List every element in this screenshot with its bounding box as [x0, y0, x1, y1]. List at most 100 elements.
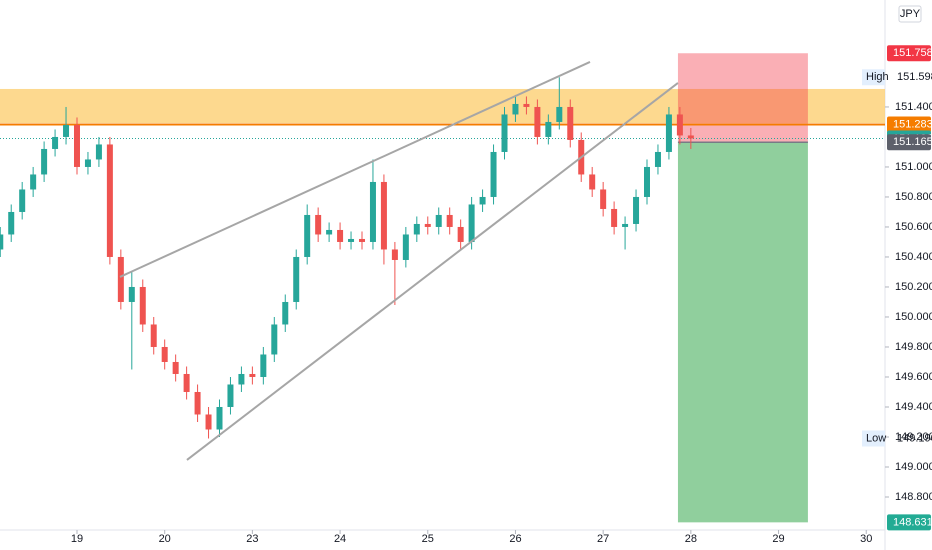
candle-body: [457, 226, 464, 242]
candle-body: [293, 256, 300, 302]
candle-body: [413, 223, 420, 235]
candle-body: [139, 286, 146, 325]
marker-name: High: [866, 71, 889, 83]
price-tag: [887, 116, 931, 133]
candle-body: [249, 373, 256, 377]
y-tick-label: 149.200: [895, 431, 932, 443]
candle-body: [41, 148, 48, 175]
candle-body: [391, 249, 398, 260]
y-tick-label: 149.800: [895, 341, 932, 353]
x-tick-label: 19: [71, 533, 83, 545]
candle-body: [369, 181, 376, 242]
candle-body: [216, 406, 223, 430]
y-tick-label: 149.000: [895, 461, 932, 473]
candle-body: [545, 121, 552, 137]
candle-body: [106, 144, 113, 257]
candle-body: [73, 124, 80, 167]
x-tick-label: 20: [159, 533, 171, 545]
marker-box: [862, 69, 885, 86]
x-tick-label: 28: [685, 533, 697, 545]
candle-body: [622, 223, 629, 227]
candle-body: [633, 196, 640, 224]
trend-line: [186, 82, 679, 461]
marker-name: Low: [866, 432, 886, 444]
candle-body: [556, 106, 563, 122]
candle-body: [644, 166, 651, 197]
candle-body: [282, 301, 289, 325]
candle-body: [0, 234, 4, 250]
y-tick-label: 150.800: [895, 191, 932, 203]
y-tick-label: 149.400: [895, 401, 932, 413]
candle-body: [205, 414, 212, 430]
candle-body: [117, 256, 124, 302]
candle-body: [271, 324, 278, 355]
candle-body: [337, 229, 344, 242]
x-tick-label: 27: [597, 533, 609, 545]
candle-body: [326, 229, 333, 235]
y-tick-label: 150.600: [895, 221, 932, 233]
candle-body: [512, 103, 519, 115]
candle-body: [19, 189, 26, 212]
price-tag-label: 151.283: [893, 118, 932, 130]
candle-body: [227, 384, 234, 407]
candle-body: [665, 114, 672, 152]
candle-body: [8, 211, 15, 235]
candle-body: [52, 136, 59, 149]
candle-body: [567, 106, 574, 140]
price-tag: [887, 514, 931, 531]
candle-body: [348, 238, 355, 242]
candle-body: [676, 114, 683, 136]
candle-body: [63, 124, 70, 137]
candle-body: [501, 114, 508, 152]
y-tick-label: 150.000: [895, 311, 932, 323]
price-tag-label: 151.165: [893, 136, 932, 148]
candle-body: [589, 174, 596, 190]
candle-body: [424, 223, 431, 227]
candle-body: [523, 103, 530, 107]
candle-body: [84, 159, 91, 167]
candle-body: [435, 214, 442, 227]
x-tick-label: 24: [334, 533, 346, 545]
marker-value: 151.598: [897, 71, 932, 83]
candle-body: [490, 151, 497, 197]
y-tick-label: 151.400: [895, 101, 932, 113]
trend-line: [119, 61, 591, 278]
candle-body: [260, 354, 267, 377]
candle-body: [183, 373, 190, 392]
price-tag-label: 151.758: [893, 47, 932, 59]
candle-body: [687, 135, 694, 139]
price-tag: [887, 134, 931, 151]
candle-body: [172, 361, 179, 374]
y-tick-label: 150.200: [895, 281, 932, 293]
currency-label: JPY: [900, 8, 921, 20]
candle-body: [315, 214, 322, 235]
target-area: [677, 142, 808, 523]
candle-body: [238, 373, 245, 385]
marker-value: 149.190: [897, 432, 932, 444]
x-tick-label: 29: [772, 533, 784, 545]
x-tick-label: 26: [509, 533, 521, 545]
x-tick-label: 30: [860, 533, 872, 545]
y-tick-label: 148.800: [895, 491, 932, 503]
y-tick-label: 151.000: [895, 161, 932, 173]
candle-body: [654, 151, 661, 167]
candle-body: [95, 144, 102, 160]
stop-area: [677, 53, 808, 143]
price-tag: [887, 45, 931, 62]
candle-body: [194, 391, 201, 415]
candle-body: [611, 208, 618, 227]
candle-body: [534, 106, 541, 137]
candle-body: [479, 196, 486, 205]
candle-body: [380, 181, 387, 250]
candle-body: [150, 324, 157, 347]
currency-box: [898, 5, 922, 23]
marker-box: [862, 430, 885, 447]
candle-body: [128, 286, 135, 302]
candle-body: [161, 346, 168, 362]
candle-body: [358, 238, 365, 242]
candle-body: [600, 189, 607, 209]
candle-body: [468, 204, 475, 242]
candle-body: [30, 174, 37, 190]
y-tick-label: 150.400: [895, 251, 932, 263]
